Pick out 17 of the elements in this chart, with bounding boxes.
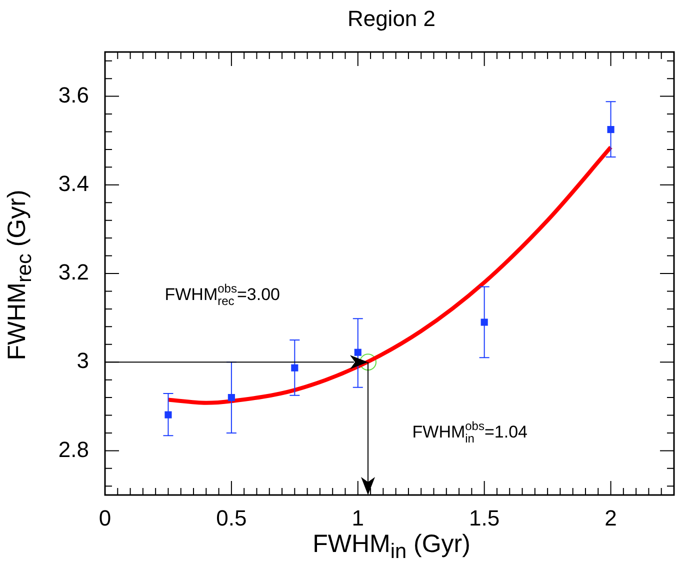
- line-series: [166, 145, 613, 405]
- x-tick-label: 0: [98, 505, 112, 530]
- x-axis-title: FWHM$_{in}$ (Gyr): [312, 530, 472, 565]
- point: [164, 411, 172, 418]
- point: [360, 354, 377, 371]
- point: [607, 126, 614, 134]
- y-tick-label: 3: [76, 348, 89, 374]
- x-tick-label: 2: [604, 505, 617, 530]
- y-tick-label: 3.6: [58, 82, 89, 108]
- chart-title: Region 2: [346, 6, 437, 32]
- point: [480, 318, 488, 326]
- x-tick-label: 1.5: [469, 505, 500, 530]
- x-tick-label: 1: [352, 505, 364, 530]
- y-tick-label: 3.4: [58, 170, 89, 196]
- y-tick-label: 3.2: [58, 260, 89, 285]
- x-tick-label: 0.5: [216, 505, 247, 530]
- y-tick-label: 2.8: [58, 436, 89, 462]
